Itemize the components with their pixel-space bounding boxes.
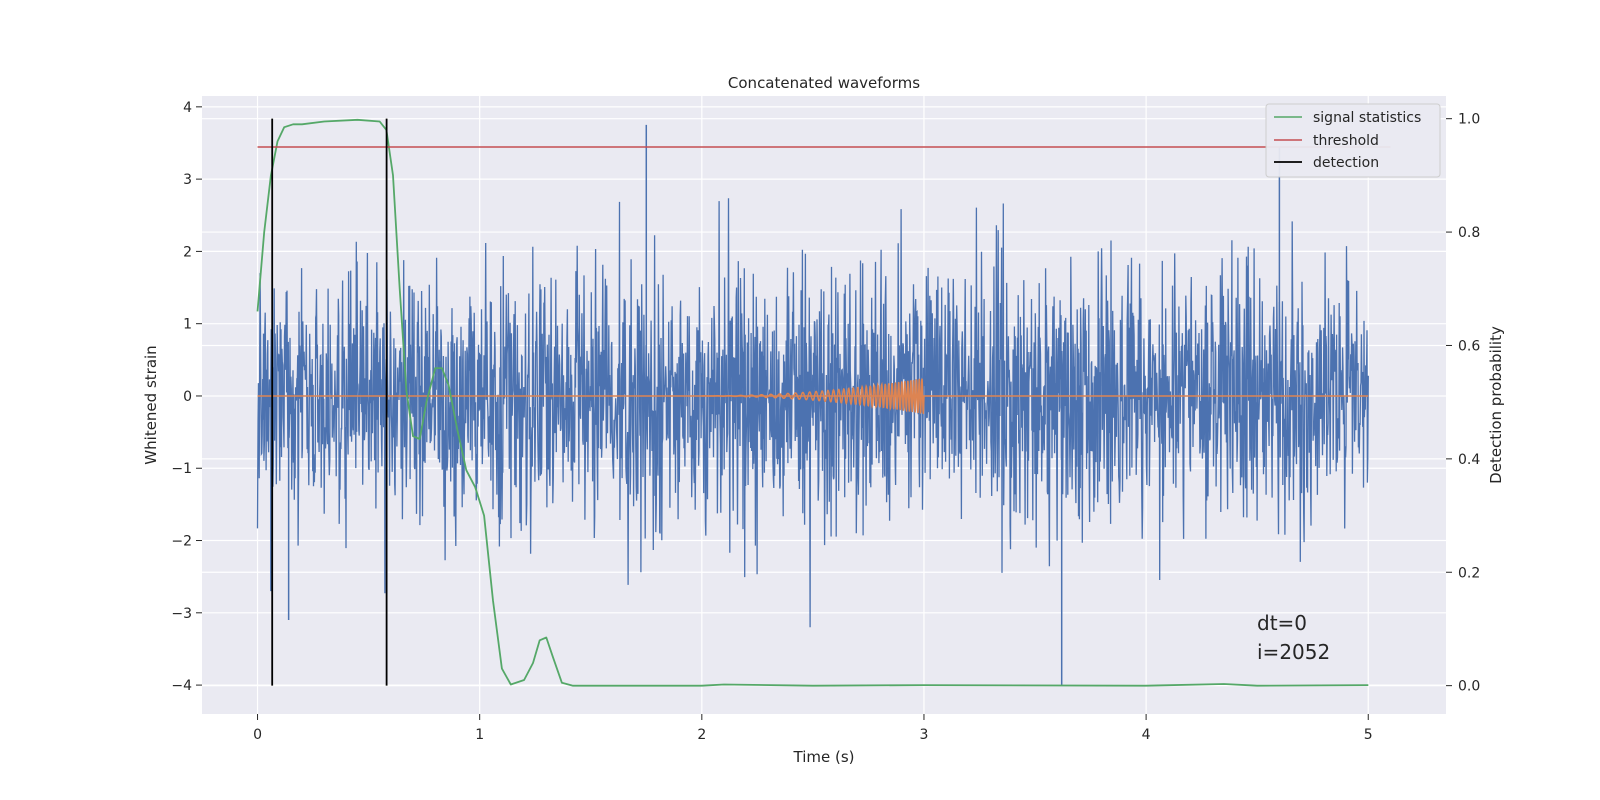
y-tick-label-left: 4 [183,100,192,116]
injected-waveform-line [701,378,925,415]
y-tick-label-left: 3 [183,172,192,188]
injected-waveform-series [257,378,1369,415]
legend-label-signal-statistics: signal statistics [1313,110,1421,126]
y-axis-label-left: Whitened strain [142,345,160,464]
x-tick-label: 5 [1364,727,1373,743]
annotation-index: i=2052 [1257,640,1330,664]
y-tick-label-left: −3 [171,606,192,622]
y-tick-label-left: −1 [171,461,192,477]
x-tick-label: 3 [920,727,929,743]
y-tick-label-right: 0.6 [1458,338,1480,354]
ticks: 0 1 2 3 4 5 −4 −3 −2 −1 0 1 2 3 4 0.0 0.2 0.4 0.6 0.8 1.0 [171,100,1480,743]
probability-series [256,118,1391,687]
y-tick-label-left: −4 [171,678,192,694]
x-tick-label: 0 [253,727,262,743]
x-tick-label: 2 [697,727,706,743]
y-tick-label-right: 0.2 [1458,565,1480,581]
x-tick-label: 4 [1142,727,1151,743]
y-axis-label-right: Detection probability [1487,326,1505,484]
y-tick-label-left: −2 [171,534,192,550]
x-tick-label: 1 [475,727,484,743]
y-tick-label-right: 0.4 [1458,452,1480,468]
legend: signal statistics threshold detection [1265,103,1441,178]
annotation-dt: dt=0 [1257,611,1307,635]
y-tick-label-left: 1 [183,317,192,333]
y-tick-label-right: 0.8 [1458,225,1480,241]
y-tick-label-right: 1.0 [1458,112,1480,128]
y-tick-label-right: 0.0 [1458,679,1480,695]
x-axis-label: Time (s) [793,748,855,766]
y-tick-label-left: 2 [183,244,192,260]
legend-label-detection: detection [1313,155,1379,171]
y-tick-label-left: 0 [183,389,192,405]
legend-label-threshold: threshold [1313,133,1379,149]
chart-title: Concatenated waveforms [728,74,920,92]
signal-statistics-line [256,118,1369,687]
legend-box [1265,103,1441,178]
